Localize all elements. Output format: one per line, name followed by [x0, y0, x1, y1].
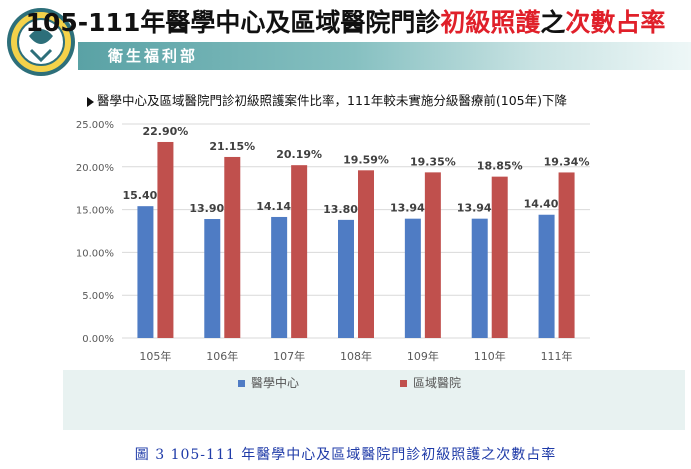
data-label: 18.85% [477, 160, 523, 173]
x-tick-label: 109年 [407, 349, 439, 363]
bar-series1 [271, 216, 288, 338]
data-label: 14.14% [256, 200, 302, 213]
data-label: 19.59% [343, 153, 389, 166]
bar-series2 [558, 172, 575, 338]
y-tick-label: 0.00% [82, 334, 114, 345]
data-label: 21.15% [209, 140, 255, 153]
x-tick-label: 110年 [474, 349, 506, 363]
data-label: 22.90% [143, 125, 189, 138]
y-tick-label: 10.00% [76, 248, 114, 259]
legend-item-series2: 區域醫院 [400, 375, 461, 391]
bar-series1 [137, 206, 154, 338]
bar-series1 [404, 218, 421, 338]
summary-note-text: 醫學中心及區域醫院門診初級照護案件比率，111年較未實施分級醫療前(105年)下… [97, 93, 567, 108]
bar-series2 [157, 141, 174, 338]
page-title: 105-111年醫學中心及區域醫院門診初級照護之次數占率 [0, 4, 691, 42]
data-label: 20.19% [276, 148, 322, 161]
legend-area [63, 370, 685, 430]
bar-series2 [291, 165, 308, 338]
legend-item-series1: 醫學中心 [238, 375, 299, 391]
bar-series1 [538, 214, 555, 338]
legend-label-series1: 醫學中心 [251, 376, 300, 390]
bar-series2 [424, 172, 441, 338]
y-tick-label: 5.00% [82, 291, 114, 302]
arrow-bullet-icon [87, 96, 94, 107]
legend-swatch-series1 [238, 380, 245, 387]
x-tick-label: 106年 [206, 349, 238, 363]
title-part-1: 105-111年醫學中心及區域醫院門診 [25, 8, 441, 37]
y-tick-label: 15.00% [76, 206, 114, 217]
data-label: 13.80% [323, 203, 369, 216]
bar-series2 [491, 176, 508, 338]
title-part-2: 之 [540, 8, 566, 37]
data-label: 13.94% [390, 202, 436, 215]
bar-series1 [338, 219, 354, 338]
data-label: 15.40% [123, 189, 169, 202]
x-tick-label: 111年 [541, 349, 573, 363]
data-label: 14.40% [524, 198, 570, 211]
legend-swatch-series2 [400, 380, 407, 387]
y-tick-label: 20.00% [76, 163, 114, 174]
figure-caption: 圖 3 105-111 年醫學中心及區域醫院門診初級照護之次數占率 [134, 447, 557, 463]
data-label: 19.34% [544, 155, 590, 168]
summary-note: 醫學中心及區域醫院門診初級照護案件比率，111年較未實施分級醫療前(105年)下… [87, 90, 567, 112]
bar-series2 [358, 170, 374, 338]
x-tick-label: 105年 [139, 349, 171, 363]
legend-label-series2: 區域醫院 [413, 376, 462, 390]
bar-series1 [471, 218, 488, 338]
ministry-logo [7, 8, 75, 76]
data-label: 13.90% [189, 202, 235, 215]
department-name: 衛生福利部 [108, 47, 199, 65]
data-label: 19.35% [410, 155, 456, 168]
department-banner [78, 42, 691, 70]
y-tick-label: 25.00% [76, 120, 114, 131]
title-highlight-1: 初級照護 [440, 8, 541, 37]
title-highlight-2: 次數占率 [565, 8, 666, 37]
x-tick-label: 108年 [340, 349, 372, 363]
bar-series2 [224, 156, 241, 338]
x-tick-label: 107年 [273, 349, 305, 363]
data-label: 13.94% [457, 202, 503, 215]
bar-series1 [204, 219, 221, 338]
